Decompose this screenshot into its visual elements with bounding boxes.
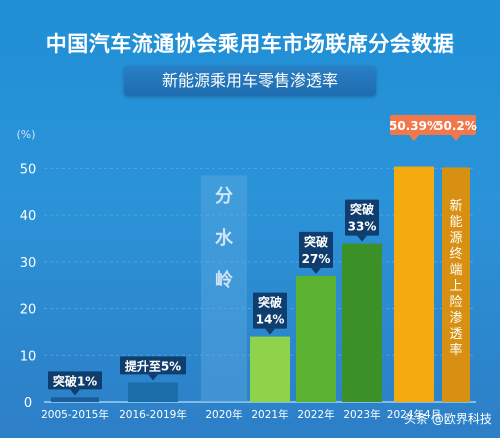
- last-bar-text-char: 源: [449, 231, 462, 246]
- callout-box: [299, 231, 333, 268]
- last-bar-text-char: 率: [449, 342, 462, 358]
- y-tick-label: 10: [20, 349, 37, 364]
- callout-text: 提升至5%: [125, 358, 181, 373]
- chart-subtitle: 新能源乘用车零售渗透率: [124, 66, 376, 96]
- callout-text: 突破: [304, 234, 328, 249]
- bar: [128, 382, 178, 402]
- bar: [51, 397, 99, 402]
- x-tick-label: 2016-2019年: [119, 408, 187, 421]
- callout-pointer: [357, 235, 367, 242]
- x-tick-label: 2024年4月: [387, 408, 441, 421]
- x-tick-label: 2020年: [205, 408, 242, 421]
- x-tick-label: 2022年: [297, 408, 334, 421]
- y-tick-label: 0: [24, 396, 32, 411]
- value-tag-box: [436, 115, 476, 135]
- callout-pointer: [311, 267, 321, 274]
- callout-text: 33%: [348, 220, 377, 234]
- x-tick-label: 2023年: [343, 408, 380, 421]
- callout-pointer: [148, 374, 158, 381]
- last-bar-text-char: 上: [449, 279, 462, 294]
- value-tag-text: 50.2%: [435, 119, 477, 133]
- y-tick-label: 40: [20, 209, 37, 224]
- value-tag-pointer: [451, 135, 461, 141]
- last-bar-text-char: 端: [449, 263, 462, 278]
- bar: [442, 167, 470, 402]
- bar: [394, 166, 434, 402]
- last-bar-text-char: 透: [449, 327, 462, 342]
- x-tick-label: 2005-2015年: [41, 408, 109, 421]
- callout-pointer: [70, 389, 80, 396]
- value-tag-box: [390, 115, 438, 135]
- callout-box: [120, 356, 186, 375]
- callout-box: [48, 371, 102, 390]
- y-tick-label: 50: [20, 162, 37, 177]
- last-bar-text-char: 险: [449, 295, 462, 310]
- last-bar-text-char: 新: [449, 198, 462, 214]
- divider-text-char: 水: [215, 227, 234, 249]
- divider-column: [201, 175, 247, 402]
- watermark: 头条 @欧界科技: [404, 412, 492, 426]
- y-tick-label: 20: [20, 303, 37, 318]
- y-tick-label: 30: [20, 256, 37, 271]
- x-tick-label: 2021年: [251, 408, 288, 421]
- callout-text: 14%: [256, 313, 285, 327]
- last-bar-text-char: 终: [449, 246, 462, 262]
- callout-box: [253, 292, 287, 329]
- callout-pointer: [265, 328, 275, 335]
- bar: [296, 275, 336, 402]
- callout-text: 突破1%: [53, 373, 97, 388]
- last-bar-text-char: 能: [449, 215, 462, 230]
- y-axis-unit-label: (%): [16, 128, 35, 141]
- callout-box: [345, 199, 379, 236]
- chart-title: 中国汽车流通协会乘用车市场联席分会数据: [45, 32, 455, 56]
- last-bar-text-char: 渗: [449, 311, 462, 326]
- callout-text: 突破: [258, 295, 282, 310]
- callout-text: 27%: [302, 252, 331, 266]
- bar: [250, 336, 290, 402]
- divider-text-char: 分: [215, 186, 233, 207]
- divider-text-char: 岭: [215, 269, 233, 291]
- callout-text: 突破: [350, 202, 374, 217]
- value-tag-pointer: [409, 135, 419, 141]
- bar: [342, 243, 382, 402]
- value-tag-text: 50.39%: [389, 119, 439, 133]
